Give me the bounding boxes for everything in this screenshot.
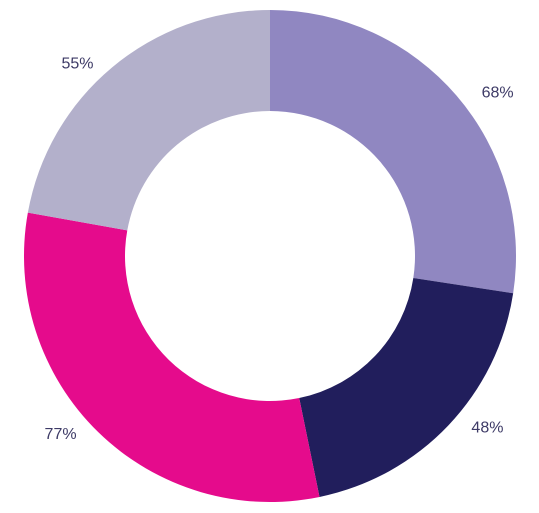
data-label: 77%	[45, 426, 77, 443]
donut-segment	[299, 277, 514, 497]
donut-segment	[270, 10, 516, 294]
data-label: 55%	[61, 55, 93, 72]
donut-segment	[23, 212, 320, 502]
donut-segment	[27, 10, 270, 231]
data-label: 68%	[482, 84, 514, 101]
data-label: 48%	[471, 419, 503, 436]
